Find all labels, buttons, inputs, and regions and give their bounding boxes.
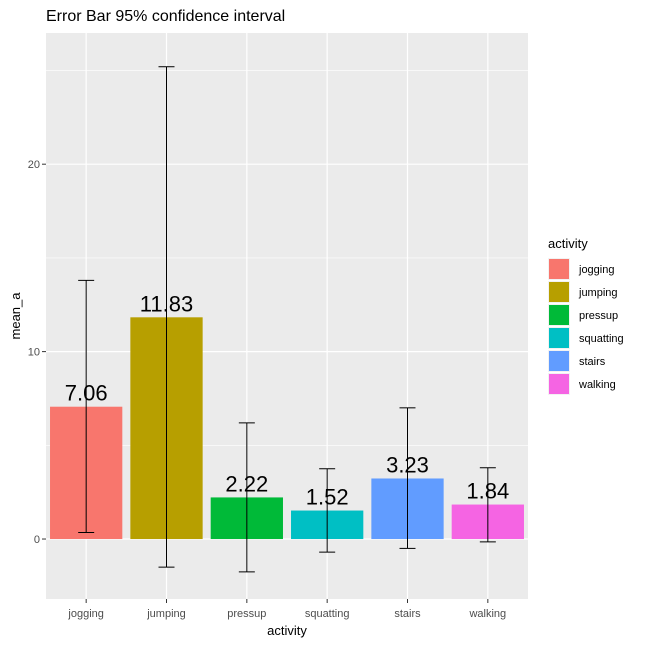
- legend-swatch-jumping: [549, 282, 569, 302]
- data-label-jumping: 11.83: [140, 291, 193, 316]
- legend-label-jogging: jogging: [578, 264, 614, 276]
- y-tick-label: 20: [28, 159, 40, 171]
- x-tick-label-walking: walking: [468, 608, 506, 620]
- y-axis-ticks: 0 10 20: [28, 159, 46, 546]
- legend-items: jogging jumping pressup squatting stairs walk…: [548, 258, 624, 395]
- x-tick-label-jogging: jogging: [67, 608, 103, 620]
- data-labels: 7.06 11.83 2.22 1.52 3.23 1.84: [65, 291, 509, 509]
- x-axis-title: activity: [267, 623, 307, 638]
- legend-swatch-pressup: [549, 305, 569, 325]
- legend-swatch-squatting: [549, 328, 569, 348]
- y-axis-title: mean_a: [8, 292, 23, 340]
- x-axis-ticks: jogging jumping pressup squatting stairs walk…: [67, 599, 506, 620]
- legend-title: activity: [548, 236, 588, 251]
- legend-swatch-stairs: [549, 351, 569, 371]
- data-label-stairs: 3.23: [386, 452, 429, 477]
- legend-label-squatting: squatting: [579, 333, 624, 345]
- legend-label-pressup: pressup: [579, 310, 618, 322]
- legend: activity jogging jumping pressup squatting s…: [548, 236, 624, 395]
- legend-swatch-walking: [549, 374, 569, 394]
- legend-label-jumping: jumping: [578, 287, 618, 299]
- data-label-walking: 1.84: [466, 479, 509, 504]
- x-tick-label-pressup: pressup: [227, 608, 266, 620]
- error-bars: [78, 66, 496, 573]
- x-tick-label-jumping: jumping: [146, 608, 186, 620]
- y-tick-label: 10: [28, 347, 40, 359]
- legend-label-stairs: stairs: [579, 356, 606, 368]
- data-label-pressup: 2.22: [225, 471, 268, 496]
- minor-gridlines: [46, 70, 528, 446]
- legend-swatch-jogging: [549, 259, 569, 279]
- y-tick-label: 0: [34, 534, 40, 546]
- data-label-squatting: 1.52: [306, 485, 349, 510]
- chart-title: Error Bar 95% confidence interval: [46, 8, 285, 25]
- x-tick-label-squatting: squatting: [305, 608, 350, 620]
- plot-panel: [46, 33, 528, 599]
- legend-label-walking: walking: [578, 379, 616, 391]
- data-label-jogging: 7.06: [65, 381, 108, 406]
- x-tick-label-stairs: stairs: [394, 608, 421, 620]
